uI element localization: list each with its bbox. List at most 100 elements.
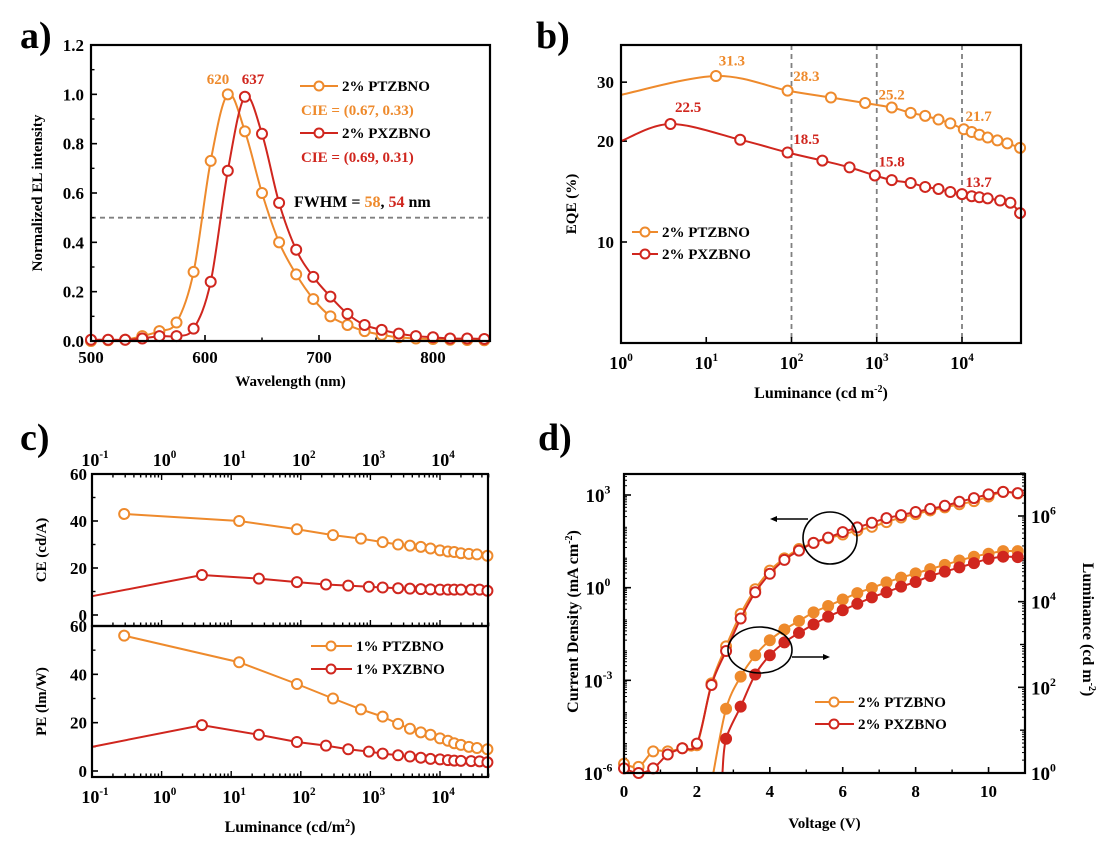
y-tick-label: 60 (70, 465, 87, 484)
data-point (252, 728, 265, 741)
data-point-filled (865, 591, 878, 604)
data-point (932, 182, 945, 195)
data-point (392, 538, 405, 551)
data-point (256, 187, 268, 199)
data-point (991, 134, 1004, 147)
x-tick-label-base: 10 (950, 353, 968, 373)
top-x-tick-label-base: 10 (81, 450, 99, 470)
data-point (170, 330, 183, 343)
data-point (119, 333, 132, 346)
data-point (326, 529, 339, 542)
data-point (376, 536, 389, 549)
fwhm-sep: , (380, 194, 388, 211)
data-point (822, 531, 835, 544)
data-point (233, 515, 246, 527)
x-tick-label-base: 10 (780, 353, 798, 373)
x-axis-title: Wavelength (nm) (235, 374, 345, 390)
data-point (1004, 196, 1017, 209)
y-tick-label: 20 (70, 714, 87, 733)
y-tick-label-exp: -6 (603, 761, 613, 774)
data-point (427, 331, 439, 344)
legend-label: 2% PXZBNO (858, 717, 947, 733)
data-point (720, 644, 733, 657)
y2-tick-label-exp: 4 (1050, 590, 1056, 603)
data-point (982, 488, 995, 501)
x-tick-label: 4 (766, 782, 775, 801)
data-point (290, 678, 303, 690)
data-point-filled (807, 606, 820, 619)
x-tick-label: 104 (950, 352, 974, 373)
data-point-filled (851, 597, 864, 610)
y2-tick-label: 100 (1031, 761, 1056, 785)
data-point (885, 174, 898, 187)
top-x-tick-label-exp: 3 (380, 449, 386, 461)
top-x-tick-label: 100 (153, 449, 177, 470)
x-tick-label: 6 (838, 782, 847, 801)
series-line-j-2-ptzbno (624, 490, 1018, 769)
data-point (354, 532, 367, 545)
x-tick-label: 10 (980, 782, 997, 801)
y-tick-label: 20 (70, 559, 87, 578)
fwhm-annotation: FWHM = 58, 54 nm (294, 194, 431, 211)
data-point (880, 512, 893, 525)
legend-label: 1% PXZBNO (356, 662, 445, 678)
data-point-filled (880, 586, 893, 599)
y-tick-label-base: 10 (584, 764, 603, 785)
data-point (994, 194, 1007, 207)
data-point (763, 567, 776, 580)
data-point (403, 722, 416, 735)
data-point (851, 521, 864, 534)
data-point-filled (836, 604, 849, 617)
top-x-tick-label-exp: -1 (99, 449, 108, 461)
data-point (392, 749, 405, 762)
y2-tick-label-exp: 2 (1050, 676, 1056, 689)
data-point (647, 762, 660, 775)
y-tick-label-base: 10 (586, 486, 605, 507)
y-axis-title: CE (cd/A) (34, 518, 50, 583)
data-point (690, 737, 703, 750)
y2-tick-label: 106 (1031, 504, 1056, 528)
data-point (342, 579, 355, 592)
data-point-filled (1011, 551, 1024, 564)
fwhm-suffix: nm (404, 194, 431, 211)
data-point (238, 125, 251, 138)
data-point (424, 728, 437, 741)
data-point (904, 177, 917, 190)
y-tick-label: 0 (79, 606, 88, 625)
x-tick-label-base: 10 (222, 787, 240, 807)
data-point (781, 146, 794, 159)
data-point (919, 109, 932, 122)
data-point (290, 523, 303, 536)
y-tick-label: 10-3 (584, 669, 613, 693)
y-tick-label: 100 (586, 576, 611, 600)
x-tick-label-base: 10 (153, 787, 171, 807)
data-point (981, 131, 994, 144)
data-point (885, 101, 898, 114)
y-tick-label: 10-6 (584, 761, 613, 785)
data-point-filled (720, 732, 733, 745)
legend-label: 1% PTZBNO (356, 639, 444, 655)
x-tick-label-base: 10 (292, 787, 310, 807)
value-annotation: 15.8 (879, 155, 905, 171)
data-point (454, 583, 467, 596)
y2-tick-label-base: 10 (1031, 507, 1050, 528)
data-point-filled (734, 700, 747, 713)
legend-marker (828, 718, 840, 730)
data-point (195, 569, 208, 582)
x-axis-title-sup: -2 (874, 384, 882, 395)
data-point (932, 113, 945, 126)
data-point (944, 186, 957, 199)
data-point (824, 91, 837, 104)
series-line-lum-2-ptzbno (712, 549, 1018, 773)
x-axis-title-end: ) (350, 819, 355, 836)
data-point-filled (749, 668, 762, 681)
legend-marker (313, 80, 325, 92)
data-point (195, 719, 208, 732)
data-point (324, 310, 337, 323)
data-point (816, 154, 829, 167)
fwhm-v1: 58 (364, 194, 380, 211)
panel-label: b) (536, 15, 570, 57)
data-point (924, 502, 937, 515)
top-x-tick-label-base: 10 (153, 450, 171, 470)
data-point (392, 582, 405, 595)
